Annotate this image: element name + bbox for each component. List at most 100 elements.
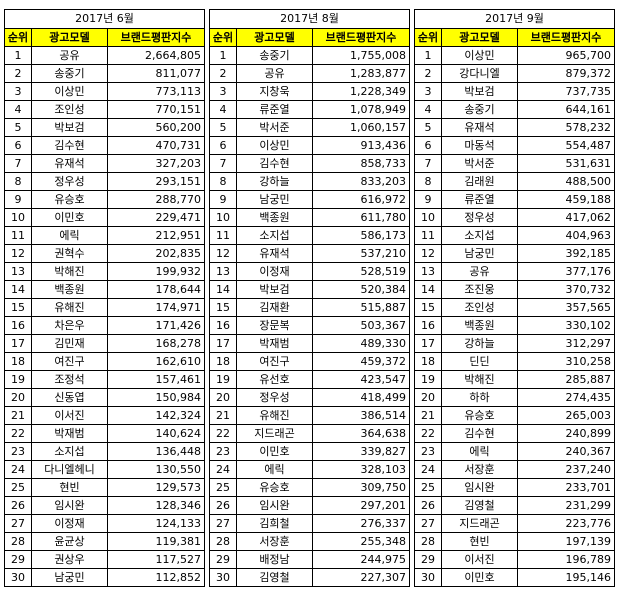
index-value-cell: 197,139 [517,532,615,551]
index-value-cell: 418,499 [312,388,410,407]
index-value-cell: 488,500 [517,172,615,191]
rank-cell: 30 [209,568,237,587]
model-name-cell: 박보검 [236,280,313,299]
rank-cell: 11 [414,226,442,245]
index-value-cell: 129,573 [107,478,205,497]
rank-cell: 19 [4,370,32,389]
model-name-cell: 공유 [236,64,313,83]
table-row: 21 유승호 265,003 [414,406,615,425]
model-name-cell: 이민호 [441,568,518,587]
model-name-cell: 권상우 [31,550,108,569]
index-value-cell: 520,384 [312,280,410,299]
index-value-cell: 285,887 [517,370,615,389]
model-name-cell: 유해진 [236,406,313,425]
model-name-cell: 남궁민 [236,190,313,209]
model-name-cell: 유선호 [236,370,313,389]
table-row: 20 신동엽 150,984 [4,388,205,407]
month-panel-1: 2017년 6월 순위 광고모델 브랜드평판지수 1 공유 2,664,805 2 송중기 811… [4,9,205,587]
table-row: 18 여진구 459,372 [209,352,410,371]
index-value-cell: 244,975 [312,550,410,569]
table-row: 26 김영철 231,299 [414,496,615,515]
rank-cell: 8 [4,172,32,191]
model-name-cell: 김수현 [441,424,518,443]
table-row: 24 다니엘헤니 130,550 [4,460,205,479]
index-value-cell: 392,185 [517,244,615,263]
index-value-cell: 288,770 [107,190,205,209]
index-value-cell: 611,780 [312,208,410,227]
index-value-cell: 1,755,008 [312,46,410,65]
rank-cell: 26 [414,496,442,515]
table-row: 17 강하늘 312,297 [414,334,615,353]
rank-cell: 5 [4,118,32,137]
index-value-cell: 202,835 [107,244,205,263]
table-row: 29 배정남 244,975 [209,550,410,569]
rank-cell: 9 [209,190,237,209]
model-name-cell: 이서진 [441,550,518,569]
table-row: 19 박해진 285,887 [414,370,615,389]
rank-cell: 25 [414,478,442,497]
rank-cell: 16 [209,316,237,335]
index-value-cell: 515,887 [312,298,410,317]
index-value-cell: 233,701 [517,478,615,497]
rank-cell: 29 [209,550,237,569]
model-name-cell: 백종원 [441,316,518,335]
rank-cell: 2 [414,64,442,83]
index-value-cell: 417,062 [517,208,615,227]
rank-cell: 9 [414,190,442,209]
model-name-cell: 박서준 [236,118,313,137]
rank-cell: 2 [4,64,32,83]
model-name-cell: 조진웅 [441,280,518,299]
index-value-cell: 112,852 [107,568,205,587]
table-row: 2 공유 1,283,877 [209,64,410,83]
index-value-cell: 965,700 [517,46,615,65]
index-header: 브랜드평판지수 [517,28,615,47]
index-value-cell: 276,337 [312,514,410,533]
table-row: 2 송중기 811,077 [4,64,205,83]
index-value-cell: 293,151 [107,172,205,191]
table-row: 28 현빈 197,139 [414,532,615,551]
index-value-cell: 196,789 [517,550,615,569]
index-value-cell: 737,735 [517,82,615,101]
month-title: 2017년 9월 [414,9,615,29]
rank-cell: 7 [414,154,442,173]
model-name-cell: 김수현 [236,154,313,173]
table-row: 20 정우성 418,499 [209,388,410,407]
table-row: 19 조정석 157,461 [4,370,205,389]
rank-cell: 1 [414,46,442,65]
rank-cell: 13 [209,262,237,281]
index-value-cell: 811,077 [107,64,205,83]
table-row: 16 백종원 330,102 [414,316,615,335]
table-row: 7 박서준 531,631 [414,154,615,173]
month-title: 2017년 8월 [209,9,410,29]
rank-cell: 1 [4,46,32,65]
model-name-cell: 유재석 [441,118,518,137]
rank-cell: 3 [414,82,442,101]
rank-cell: 18 [414,352,442,371]
index-header: 브랜드평판지수 [107,28,205,47]
rank-cell: 20 [209,388,237,407]
rank-cell: 15 [209,298,237,317]
index-value-cell: 1,078,949 [312,100,410,119]
model-name-cell: 김영철 [441,496,518,515]
model-name-cell: 여진구 [31,352,108,371]
model-name-cell: 윤균상 [31,532,108,551]
model-name-cell: 유승호 [31,190,108,209]
index-value-cell: 913,436 [312,136,410,155]
table-row: 9 남궁민 616,972 [209,190,410,209]
model-name-cell: 임시완 [441,478,518,497]
table-row: 27 이정재 124,133 [4,514,205,533]
model-name-cell: 소지섭 [31,442,108,461]
model-name-cell: 조인성 [31,100,108,119]
rank-cell: 17 [414,334,442,353]
rank-cell: 8 [414,172,442,191]
model-name-cell: 에릭 [441,442,518,461]
index-value-cell: 240,899 [517,424,615,443]
index-value-cell: 309,750 [312,478,410,497]
index-value-cell: 357,565 [517,298,615,317]
model-name-cell: 이민호 [236,442,313,461]
index-value-cell: 644,161 [517,100,615,119]
index-value-cell: 140,624 [107,424,205,443]
header-row: 순위 광고모델 브랜드평판지수 [414,28,615,47]
rank-cell: 22 [414,424,442,443]
table-row: 30 이민호 195,146 [414,568,615,587]
